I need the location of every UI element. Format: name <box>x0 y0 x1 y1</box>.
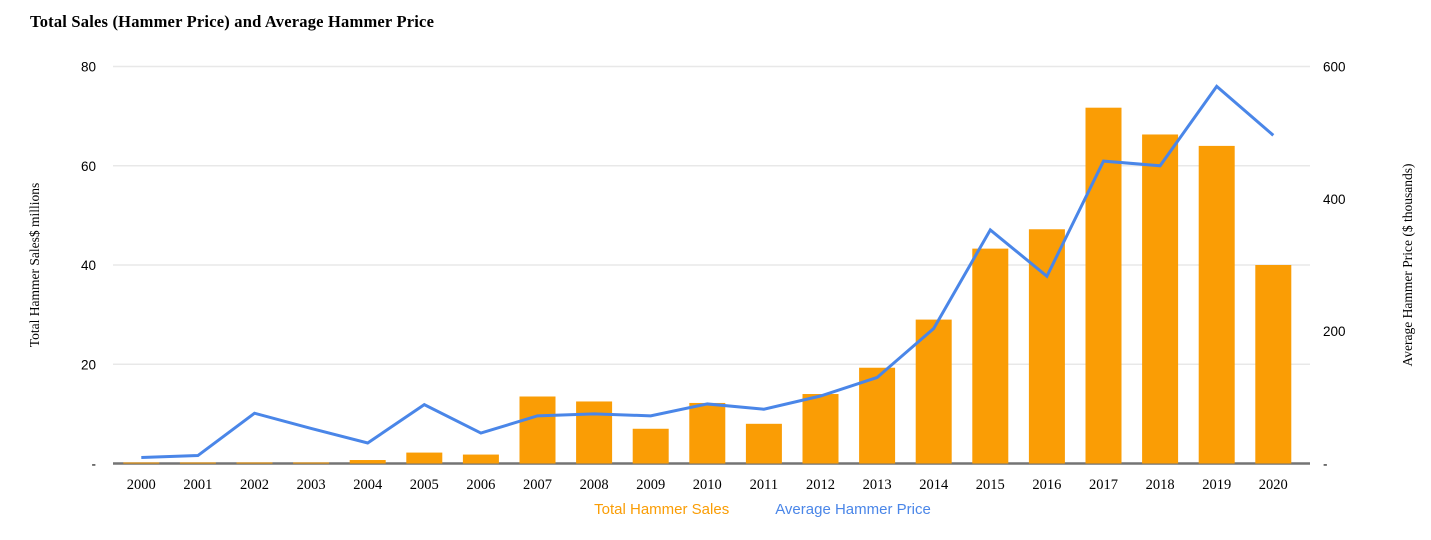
legend-item-average-hammer-price: Average Hammer Price <box>775 501 931 518</box>
x-axis-tick-label: 2008 <box>580 477 609 493</box>
right-axis-tick-label: 600 <box>1323 60 1346 75</box>
right-axis-tick-label: 200 <box>1323 324 1346 339</box>
x-axis-tick-label: 2006 <box>466 477 495 493</box>
x-axis-tick-label: 2000 <box>127 477 156 493</box>
bar-2002 <box>236 462 273 464</box>
legend: Total Hammer Sales Average Hammer Price <box>0 501 1431 518</box>
x-axis-tick-label: 2016 <box>1032 477 1061 493</box>
x-axis-tick-label: 2001 <box>183 477 212 493</box>
x-axis-tick-label: 2012 <box>806 477 835 493</box>
x-axis-tick-label: 2011 <box>750 477 778 493</box>
x-axis-tick-label: 2017 <box>1089 477 1118 493</box>
right-axis-tick-label: - <box>1323 457 1328 472</box>
bar-2008 <box>576 401 613 464</box>
bar-2015 <box>972 248 1009 464</box>
bar-2001 <box>179 462 216 464</box>
left-axis-tick-label: - <box>92 457 97 472</box>
bar-2004 <box>349 460 386 464</box>
x-axis-tick-label: 2005 <box>410 477 439 493</box>
x-axis-tick-label: 2003 <box>297 477 326 493</box>
right-axis-tick-label: 400 <box>1323 192 1346 207</box>
left-axis-tick-label: 60 <box>81 159 96 174</box>
bar-2014 <box>915 319 952 464</box>
x-axis-tick-label: 2014 <box>919 477 949 493</box>
bar-2020 <box>1255 265 1292 464</box>
x-axis-tick-label: 2007 <box>523 477 552 493</box>
x-axis-tick-label: 2013 <box>863 477 892 493</box>
left-axis-tick-label: 20 <box>81 357 96 372</box>
chart-title: Total Sales (Hammer Price) and Average H… <box>30 12 435 31</box>
x-axis-tick-label: 2018 <box>1146 477 1175 493</box>
legend-item-total-hammer-sales: Total Hammer Sales <box>594 501 730 518</box>
left-axis-tick-label: 80 <box>81 60 96 75</box>
x-axis-tick-label: 2009 <box>636 477 665 493</box>
bar-2003 <box>293 462 330 464</box>
bar-2019 <box>1198 145 1235 464</box>
bar-2007 <box>519 396 556 464</box>
x-axis-tick-label: 2010 <box>693 477 722 493</box>
bar-2010 <box>689 402 726 464</box>
bar-2000 <box>123 462 160 464</box>
bar-2018 <box>1142 134 1179 464</box>
left-axis-tick-label: 40 <box>81 258 96 273</box>
bar-2009 <box>632 428 669 464</box>
bar-2017 <box>1085 107 1122 464</box>
x-axis-tick-label: 2004 <box>353 477 383 493</box>
x-axis-tick-label: 2002 <box>240 477 269 493</box>
bar-2011 <box>745 423 782 464</box>
x-axis-tick-label: 2019 <box>1202 477 1231 493</box>
bar-2006 <box>462 454 499 464</box>
x-axis-tick-label: 2015 <box>976 477 1005 493</box>
average-hammer-price-line <box>141 84 1275 460</box>
bar-2012 <box>802 394 839 464</box>
bar-2005 <box>406 452 443 464</box>
bar-2013 <box>859 367 896 464</box>
x-axis-tick-label: 2020 <box>1259 477 1288 493</box>
